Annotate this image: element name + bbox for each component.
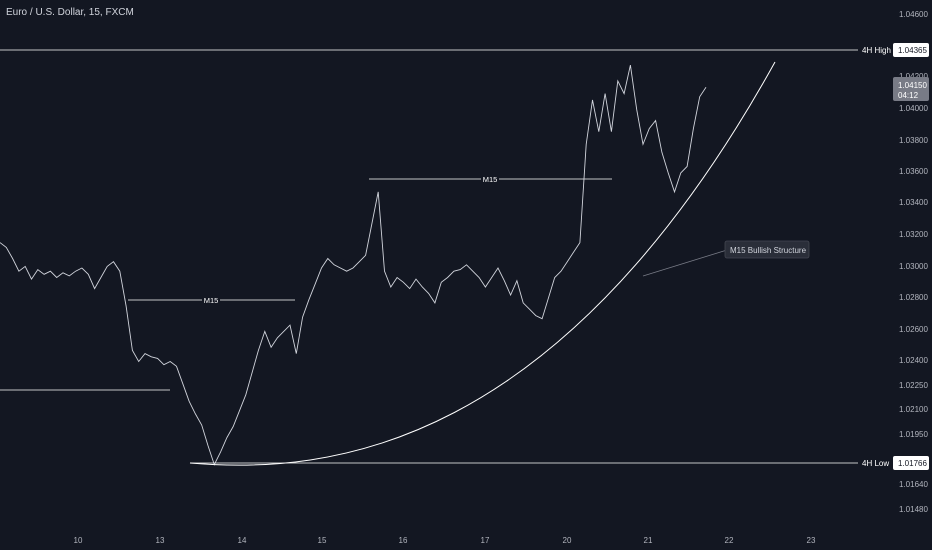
price-series-line xyxy=(0,65,707,466)
y-tick-label: 1.02250 xyxy=(899,381,928,390)
key-levels: 4H High 1.04365 4H Low 1.01766 xyxy=(0,43,929,470)
x-tick-label: 17 xyxy=(481,536,490,545)
y-tick-label: 1.03800 xyxy=(899,136,928,145)
y-tick-label: 1.01950 xyxy=(899,430,928,439)
annotation-text: M15 Bullish Structure xyxy=(730,246,807,255)
x-tick-label: 20 xyxy=(563,536,572,545)
structure-label-bg xyxy=(202,295,220,305)
y-tick-label: 1.04200 xyxy=(899,72,928,81)
x-tick-label: 21 xyxy=(644,536,653,545)
y-tick-label: 1.03200 xyxy=(899,230,928,239)
current-price-value: 1.04150 xyxy=(898,81,927,90)
x-axis[interactable]: 10 13 14 15 16 17 20 21 22 23 xyxy=(74,536,816,545)
level-price-value: 1.01766 xyxy=(898,459,927,468)
level-price-tag xyxy=(893,43,929,57)
y-tick-label: 1.04600 xyxy=(899,10,928,19)
y-tick-label: 1.03400 xyxy=(899,198,928,207)
x-tick-label: 15 xyxy=(318,536,327,545)
y-tick-label: 1.01480 xyxy=(899,505,928,514)
structure-label-bg xyxy=(481,174,499,184)
annotation-box xyxy=(724,240,810,259)
x-tick-label: 14 xyxy=(238,536,247,545)
current-price-box xyxy=(893,77,929,101)
bullish-structure-curve xyxy=(189,61,776,466)
y-tick-label: 1.03000 xyxy=(899,262,928,271)
chart-title: Euro / U.S. Dollar, 15, FXCM xyxy=(6,7,134,18)
y-tick-label: 1.02600 xyxy=(899,325,928,334)
y-tick-label: 1.01640 xyxy=(899,480,928,489)
level-price-value: 1.04365 xyxy=(898,46,927,55)
y-tick-label: 1.04000 xyxy=(899,104,928,113)
x-tick-label: 23 xyxy=(807,536,816,545)
y-tick-label: 1.02800 xyxy=(899,293,928,302)
x-tick-label: 22 xyxy=(725,536,734,545)
annotation-pointer xyxy=(642,249,728,277)
x-tick-label: 16 xyxy=(399,536,408,545)
level-label: 4H Low xyxy=(862,459,889,468)
y-tick-label: 1.02400 xyxy=(899,356,928,365)
structure-annotation: M15 Bullish Structure xyxy=(642,240,810,277)
bar-countdown: 04:12 xyxy=(898,91,919,100)
structure-lines: M15 M15 xyxy=(128,174,612,305)
structure-label: M15 xyxy=(204,296,219,305)
x-tick-label: 13 xyxy=(156,536,165,545)
structure-label: M15 xyxy=(483,175,498,184)
level-price-tag xyxy=(893,456,929,470)
y-tick-label: 1.03600 xyxy=(899,167,928,176)
level-label: 4H High xyxy=(862,46,891,55)
y-tick-label: 1.02100 xyxy=(899,405,928,414)
x-tick-label: 10 xyxy=(74,536,83,545)
